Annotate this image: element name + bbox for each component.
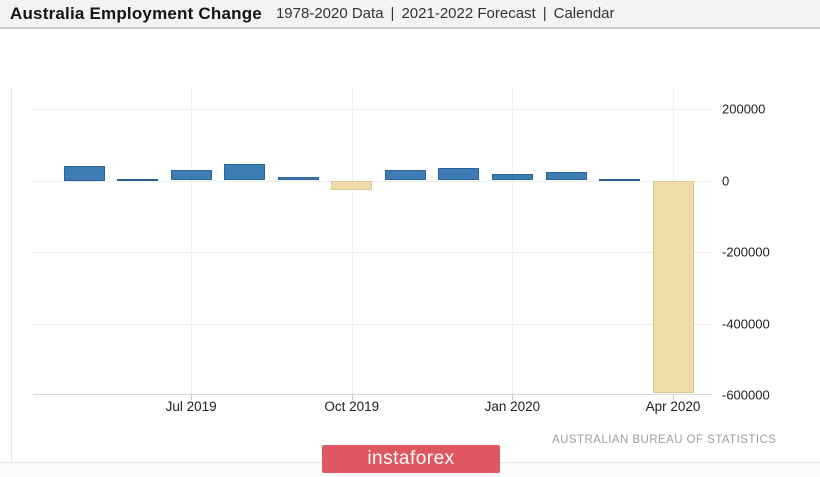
bar-feb-2020[interactable]: [545, 171, 587, 181]
bar-jul-2019[interactable]: [170, 169, 212, 181]
subtitle-link-historical-data[interactable]: 1978-2020 Data: [275, 5, 384, 22]
y-tick-label: 200000: [722, 101, 766, 117]
chart-title: Australia Employment Change: [10, 3, 262, 23]
y-tick-label: 0: [722, 173, 730, 188]
bar-sep-2019[interactable]: [277, 176, 319, 181]
y-tick-label: -200000: [722, 244, 770, 260]
y-tick-label: -400000: [722, 316, 770, 331]
plot-area: [33, 87, 712, 395]
x-axis-tick: [512, 395, 514, 400]
bar-jun-2019[interactable]: [117, 179, 158, 182]
subtitle-link-forecast[interactable]: 2021-2022 Forecast: [401, 5, 536, 22]
x-tick-label: Oct 2019: [324, 399, 380, 414]
x-axis-tick: [673, 395, 674, 400]
horizontal-gridline: [33, 323, 712, 325]
bar-may-2019[interactable]: [63, 165, 105, 181]
horizontal-gridline: [33, 109, 712, 110]
subtitle-separator: |: [542, 5, 547, 22]
source-attribution: AUSTRALIAN BUREAU OF STATISTICS: [552, 434, 777, 446]
vertical-gridline: [191, 87, 193, 395]
bar-jan-2020[interactable]: [491, 173, 533, 181]
vertical-gridline: [512, 87, 514, 395]
x-tick-label: Jan 2020: [484, 399, 541, 414]
chart-subtitle: 1978-2020 Data | 2021-2022 Forecast | Ca…: [276, 5, 615, 22]
bar-mar-2020[interactable]: [599, 179, 640, 182]
chart-header: Australia Employment Change 1978-2020 Da…: [0, 0, 820, 29]
instaforex-logo[interactable]: instaforex: [322, 445, 500, 473]
horizontal-gridline: [33, 252, 712, 253]
vertical-gridline: [351, 87, 353, 395]
y-tick-label: -600000: [722, 387, 770, 403]
horizontal-gridline: [33, 394, 712, 395]
horizontal-gridline: [33, 180, 712, 182]
subtitle-link-calendar[interactable]: Calendar: [553, 5, 615, 22]
x-axis-tick: [351, 395, 353, 400]
x-tick-label: Jul 2019: [165, 399, 217, 414]
bar-apr-2020[interactable]: [652, 180, 694, 393]
bar-aug-2019[interactable]: [224, 164, 266, 181]
x-tick-label: Apr 2020: [645, 399, 701, 414]
bar-dec-2019[interactable]: [438, 167, 480, 181]
chart-widget-left-border: [11, 87, 12, 462]
subtitle-separator: |: [390, 5, 395, 22]
bar-nov-2019[interactable]: [384, 169, 426, 181]
bar-oct-2019[interactable]: [331, 180, 373, 190]
x-axis-tick: [191, 395, 193, 400]
